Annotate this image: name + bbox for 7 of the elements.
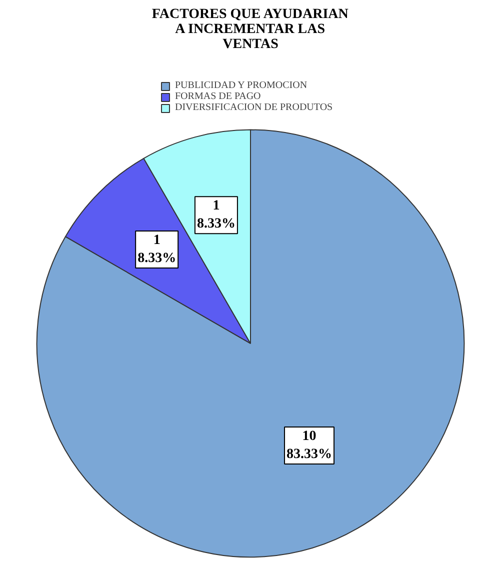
data-label: 1 8.33% (138, 232, 176, 266)
legend-label: DIVERSIFICACION DE PRODUTOS (175, 102, 333, 113)
chart-title: FACTORES QUE AYUDARIAN A INCREMENTAR LAS VENTAS (152, 6, 348, 52)
legend-label: PUBLICIDAD Y PROMOCION (175, 80, 308, 91)
data-label: 1 8.33% (196, 198, 236, 232)
legend-label: FORMAS DE PAGO (175, 91, 261, 102)
data-label: 10 83.33% (286, 429, 332, 462)
